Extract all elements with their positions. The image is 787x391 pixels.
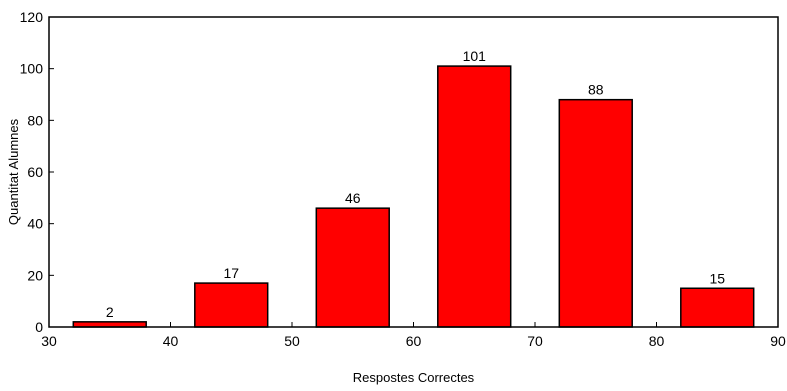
x-tick-label-6: 90	[770, 333, 786, 349]
data-label-4: 88	[588, 82, 604, 98]
bar-5	[680, 287, 755, 328]
y-tick-label-5: 100	[20, 61, 44, 77]
x-axis-title: Respostes Correctes	[353, 370, 475, 385]
bars-group	[72, 65, 755, 328]
y-tick-label-0: 0	[35, 319, 43, 335]
data-label-0: 2	[106, 304, 114, 320]
y-tick-label-6: 120	[20, 9, 44, 25]
x-tick-label-3: 60	[406, 333, 422, 349]
data-label-3: 101	[463, 48, 487, 64]
y-tick-label-1: 20	[27, 267, 43, 283]
y-tick-label-4: 80	[27, 112, 43, 128]
y-tick-label-2: 40	[27, 216, 43, 232]
plot-area-frame	[48, 16, 779, 328]
bar-1	[194, 282, 269, 328]
y-axis-ticks: 0 20 40 60 80 100 120	[20, 9, 54, 335]
bar-2	[315, 207, 390, 328]
data-labels-group: 2 17 46 101 88 15	[106, 48, 725, 320]
x-tick-label-4: 70	[527, 333, 543, 349]
y-axis-title: Quantitat Alumnes	[6, 118, 21, 225]
x-tick-label-5: 80	[649, 333, 665, 349]
x-tick-label-1: 40	[163, 333, 179, 349]
x-axis-ticks: 30 40 50 60 70 80 90	[41, 322, 786, 349]
y-tick-label-3: 60	[27, 164, 43, 180]
bar-3	[437, 65, 512, 328]
bar-4	[558, 98, 633, 328]
data-label-2: 46	[345, 190, 361, 206]
data-label-1: 17	[223, 265, 239, 281]
bar-0	[72, 321, 147, 328]
x-tick-label-2: 50	[284, 333, 300, 349]
data-label-5: 15	[709, 270, 725, 286]
x-tick-label-0: 30	[41, 333, 57, 349]
